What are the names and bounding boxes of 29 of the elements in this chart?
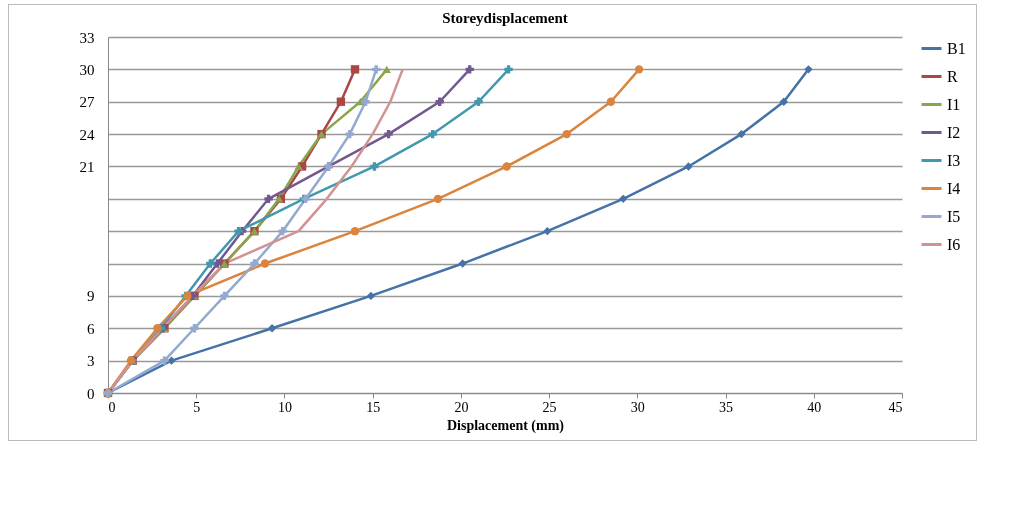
y-tick-label: 6 (87, 320, 95, 337)
legend-label: I5 (947, 207, 961, 225)
chart-title: Storeydisplacement (442, 10, 568, 26)
x-tick-label: 5 (193, 399, 201, 415)
x-tick-label: 0 (108, 399, 116, 415)
y-tick-label: 27 (79, 94, 95, 111)
y-tick-label: 33 (79, 29, 95, 46)
legend-label: I2 (947, 123, 961, 141)
y-tick-label: 3 (87, 353, 95, 370)
x-tick-label: 10 (277, 399, 292, 415)
y-tick-label: 30 (79, 61, 95, 78)
y-tick-label: 21 (79, 158, 95, 175)
legend-label: R (947, 67, 958, 85)
x-tick-label: 35 (719, 399, 734, 415)
legend-label: I1 (947, 95, 961, 113)
x-tick-label: 30 (630, 399, 645, 415)
y-tick-label: 0 (87, 385, 95, 402)
legend-label: I3 (947, 151, 961, 169)
legend-label: B1 (947, 39, 966, 57)
x-tick-label: 45 (888, 399, 903, 415)
x-tick-label: 40 (807, 399, 822, 415)
legend-label: I6 (947, 235, 961, 253)
y-tick-label: 24 (79, 126, 95, 143)
x-tick-label: 20 (454, 399, 469, 415)
x-axis-title: Displacement (mm) (446, 417, 565, 434)
x-tick-label: 15 (366, 399, 381, 415)
x-tick-label: 25 (542, 399, 557, 415)
legend-label: I4 (947, 179, 961, 197)
y-tick-label: 9 (87, 288, 95, 305)
